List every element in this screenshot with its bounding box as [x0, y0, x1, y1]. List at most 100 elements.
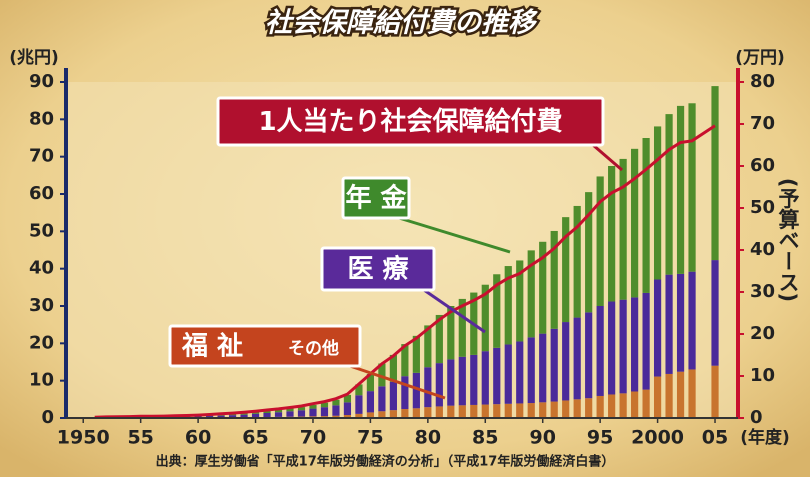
bar-segment	[551, 402, 558, 418]
bar-segment	[539, 402, 546, 418]
bar-segment	[390, 410, 397, 418]
bar-segment	[505, 404, 512, 418]
bar-segment	[263, 413, 270, 417]
bar-segment	[413, 408, 420, 418]
bar-segment	[688, 103, 695, 271]
x-tick-label: 55	[127, 427, 153, 449]
bar-segment	[585, 312, 592, 398]
bar-segment	[482, 405, 489, 418]
bar-segment	[574, 318, 581, 400]
bar-segment	[447, 406, 454, 418]
bar-segment	[275, 412, 282, 417]
bar-segment	[677, 106, 684, 274]
bar-segment	[688, 272, 695, 370]
bar-segment	[321, 407, 328, 416]
bar-segment	[459, 357, 466, 406]
bar-segment	[643, 138, 650, 293]
legend-label: 1人当たり社会保障給付費	[258, 106, 562, 137]
bar-segment	[516, 341, 523, 403]
bar-segment	[711, 366, 718, 418]
bar-segment	[643, 293, 650, 390]
x-axis-unit: (年度)	[740, 427, 790, 448]
bar-segment	[401, 409, 408, 418]
y-axis-label: (兆円)	[9, 48, 59, 68]
bar-segment	[493, 348, 500, 404]
bar-segment	[585, 398, 592, 418]
bar-segment	[665, 114, 672, 275]
x-tick-label: 65	[242, 427, 268, 449]
bar-segment	[309, 409, 316, 417]
y2-tick-label: 70	[750, 113, 775, 134]
x-tick-label: 75	[357, 427, 383, 449]
y-tick-label: 80	[29, 108, 54, 129]
y2-tick-label: 50	[750, 197, 775, 218]
bar-segment	[470, 355, 477, 405]
bar-segment	[378, 411, 385, 418]
bar-segment	[470, 405, 477, 418]
bar-segment	[528, 403, 535, 418]
bar-segment	[711, 86, 718, 260]
bar-segment	[447, 359, 454, 405]
y-tick-label: 90	[29, 71, 54, 92]
bar-segment	[378, 386, 385, 411]
bar-segment	[631, 149, 638, 298]
source-note: 出典：厚生労働省「平成17年版労働経済の分析」（平成17年版労働経済白書）	[156, 454, 615, 470]
x-tick-label: 2000	[631, 427, 684, 449]
bar-segment	[654, 279, 661, 376]
bar-segment	[677, 372, 684, 418]
bar-segment	[654, 377, 661, 418]
legend-label: 福 祉	[181, 332, 243, 362]
y-tick-label: 10	[29, 370, 54, 391]
x-tick-label: 70	[300, 427, 326, 449]
bar-segment	[424, 367, 431, 407]
x-tick-label: 05	[702, 427, 728, 449]
bar-segment	[516, 403, 523, 418]
bar-segment	[562, 400, 569, 418]
bar-segment	[631, 297, 638, 391]
bar-segment	[505, 344, 512, 403]
bar-segment	[665, 374, 672, 418]
bar-segment	[608, 166, 615, 302]
bar-segment	[286, 411, 293, 416]
bar-segment	[493, 404, 500, 418]
x-tick-label: 90	[529, 427, 555, 449]
bar-segment	[631, 391, 638, 418]
bar-segment	[551, 329, 558, 402]
bar-segment	[539, 334, 546, 403]
bar-segment	[355, 395, 362, 414]
legend-label: 年 金	[345, 183, 407, 214]
y-tick-label: 30	[29, 295, 54, 316]
y-tick-label: 20	[29, 332, 54, 353]
y2-tick-label: 10	[750, 365, 775, 386]
y2-tick-label: 40	[750, 239, 775, 260]
y-tick-label: 60	[29, 183, 54, 204]
x-tick-label: 85	[472, 427, 498, 449]
bar-segment	[597, 306, 604, 396]
y2-tick-label: 80	[750, 71, 775, 92]
bar-segment	[597, 396, 604, 418]
bar-segment	[665, 275, 672, 374]
x-tick-label: 95	[587, 427, 613, 449]
bar-segment	[608, 394, 615, 418]
y-tick-label: 50	[29, 220, 54, 241]
bar-segment	[344, 402, 351, 415]
bar-segment	[597, 176, 604, 306]
bar-segment	[252, 414, 259, 417]
bar-segment	[643, 390, 650, 418]
y2-tick-label: 0	[750, 407, 763, 428]
bar-segment	[620, 300, 627, 394]
bar-segment	[620, 393, 627, 418]
bar-segment	[390, 382, 397, 410]
bar-segment	[711, 260, 718, 366]
bar-segment	[367, 391, 374, 412]
bar-segment	[528, 337, 535, 403]
bar-segment	[298, 410, 305, 416]
y2-axis-label: (万円)	[735, 48, 785, 68]
bar-segment	[677, 274, 684, 372]
bar-segment	[688, 369, 695, 418]
y-tick-label: 0	[41, 407, 54, 428]
y2-axis-note: (予算ベース)	[776, 178, 800, 302]
bar-segment	[424, 407, 431, 418]
